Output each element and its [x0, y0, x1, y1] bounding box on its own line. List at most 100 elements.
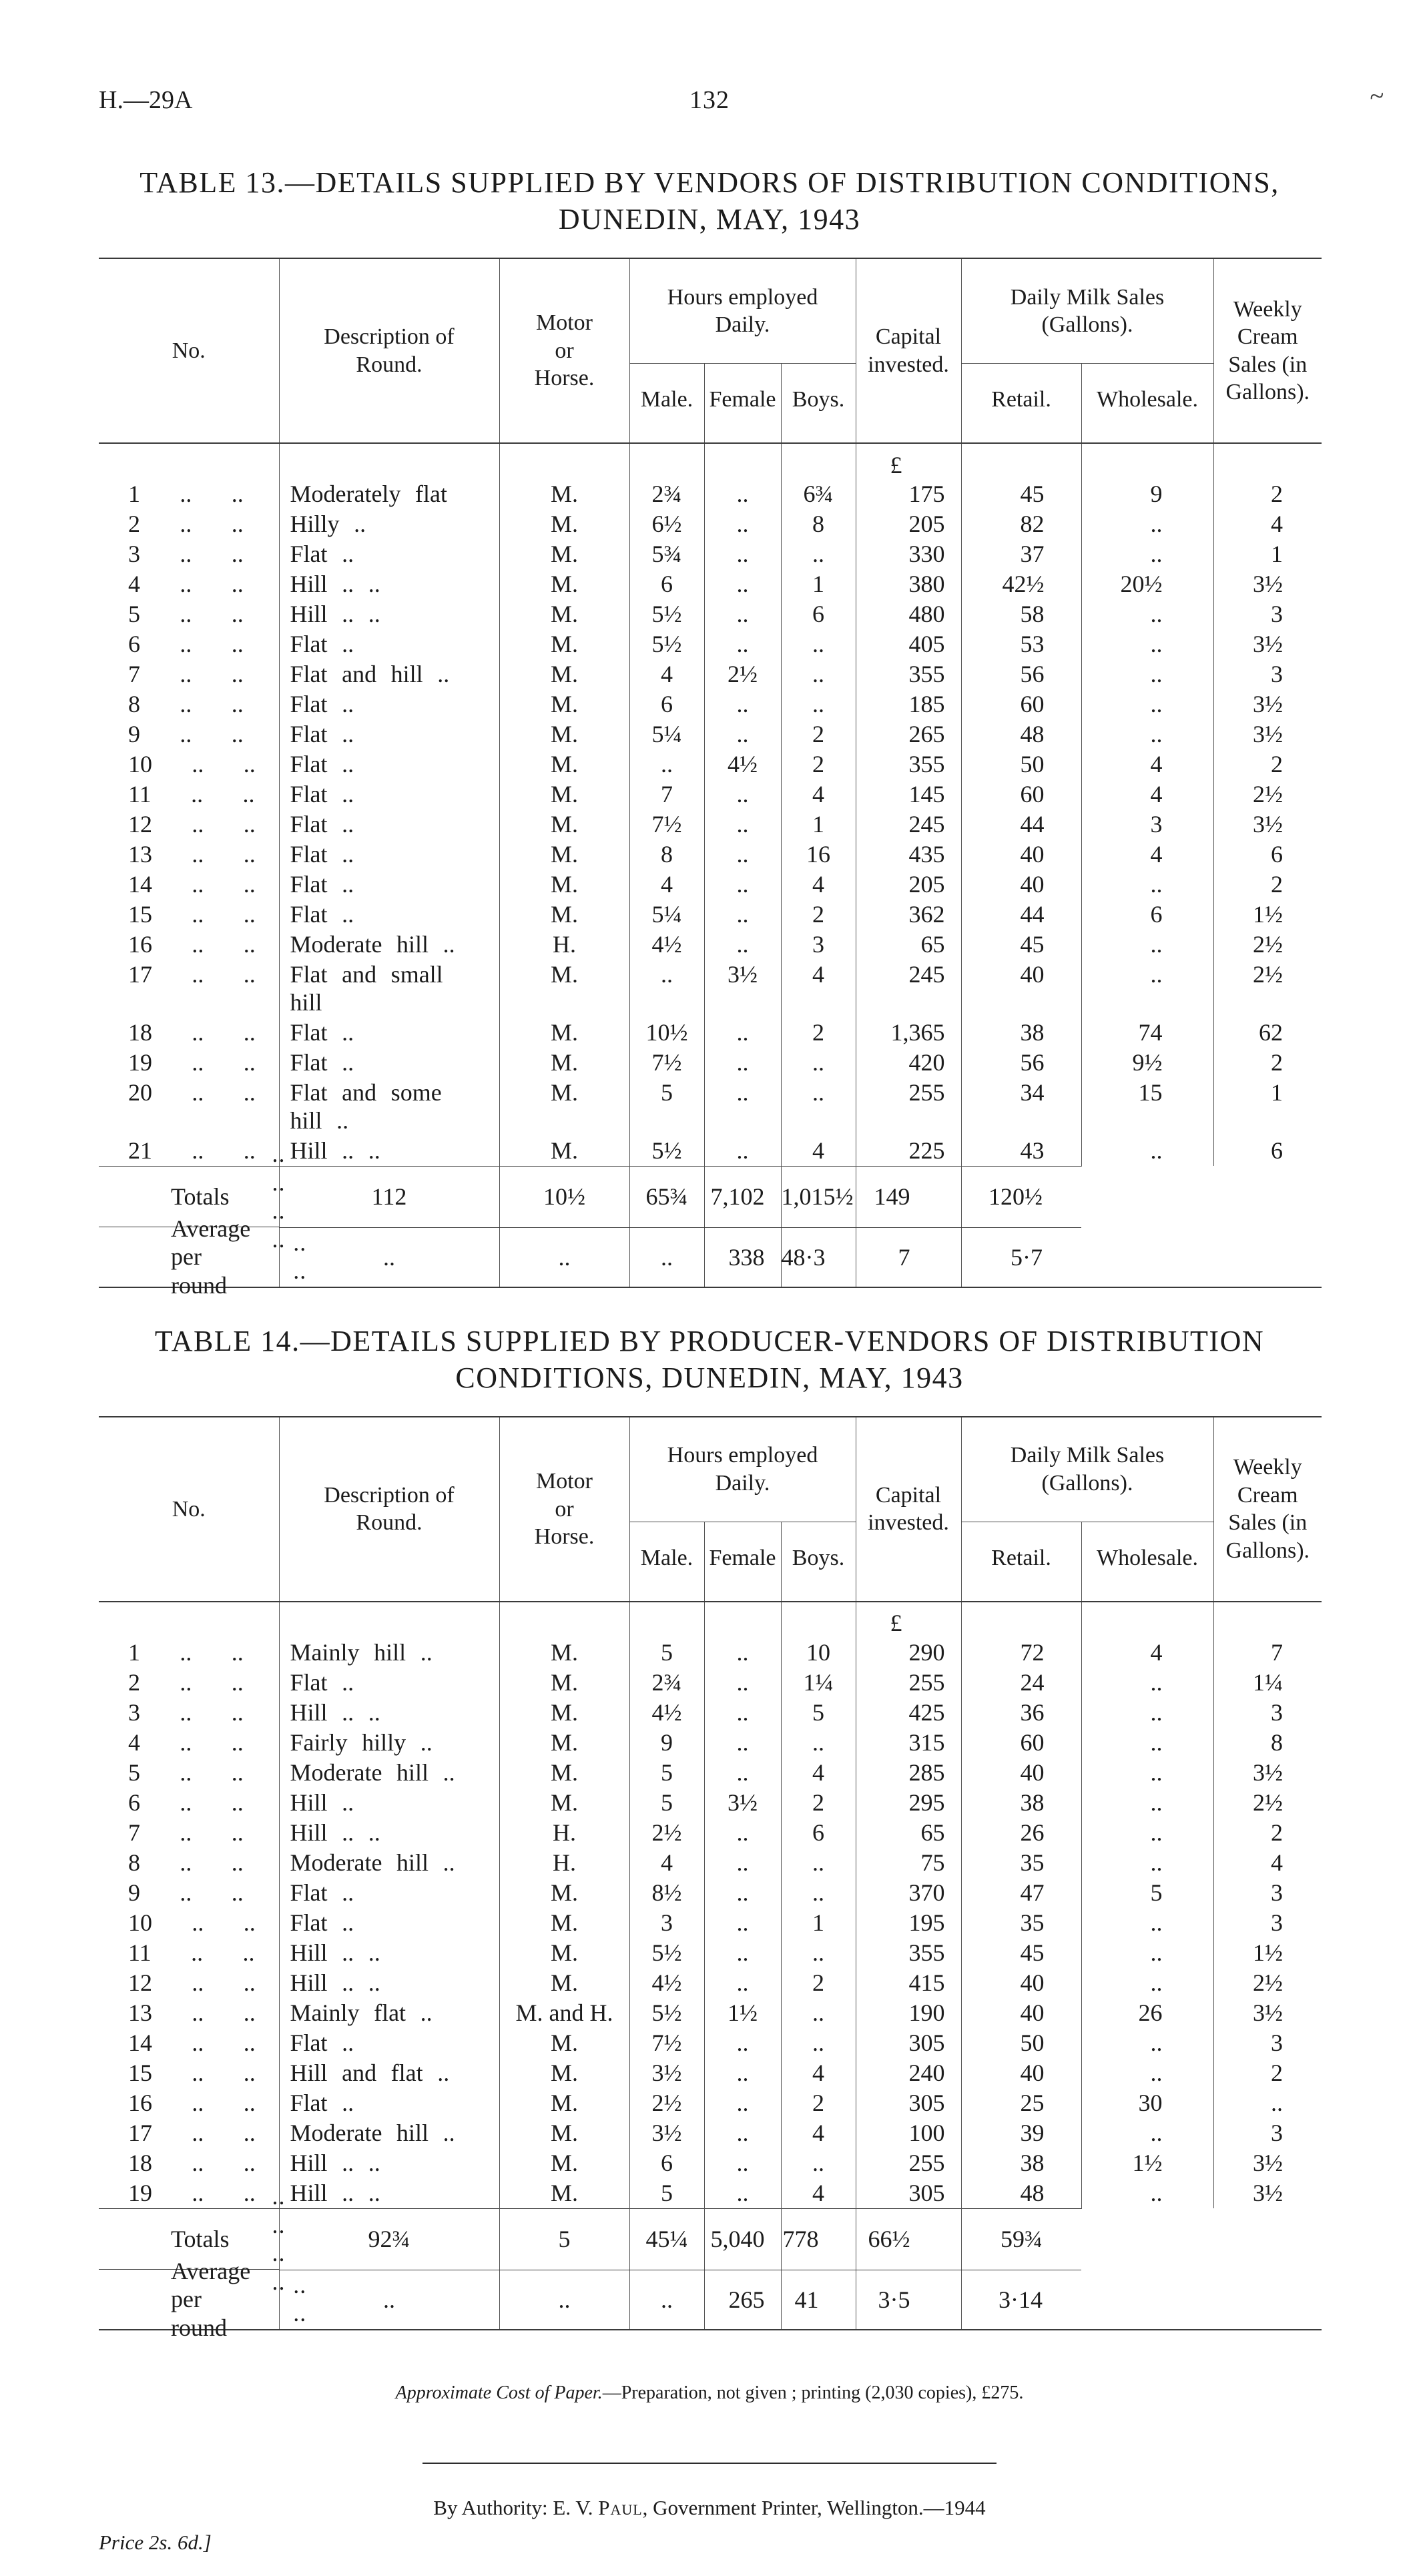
- wholesale-cell: ..: [1081, 2027, 1213, 2058]
- table-row: 17 .. .. Moderate hill .. M. 3½.. 4 100 39.. 3: [99, 2118, 1322, 2148]
- capital-cell: 265: [855, 719, 961, 749]
- capital-cell: 435: [855, 840, 961, 870]
- female-cell: 3½: [703, 960, 781, 1018]
- description-cell: Fairly hilly ..: [278, 1727, 499, 1758]
- capital-cell: 355: [855, 659, 961, 689]
- no-cell: 3 .. ..: [128, 1698, 244, 1726]
- motor-cell: [499, 443, 629, 479]
- retail-cell: 48: [960, 2178, 1081, 2209]
- weekly-cell: 7: [1213, 1637, 1322, 1668]
- weekly-cell: 1½: [1213, 1937, 1322, 1968]
- capital-cell: 65: [855, 930, 961, 960]
- cost-note-text: —Preparation, not given ; printing (2,03…: [602, 2382, 1024, 2403]
- pound-sign: £: [855, 1601, 961, 1638]
- capital-cell: 415: [855, 1967, 961, 1998]
- description-cell: Flat ..: [278, 2027, 499, 2058]
- wholesale-cell: ..: [1081, 870, 1213, 900]
- motor-cell: M.: [499, 1937, 629, 1968]
- female-cell: ..: [703, 1967, 781, 1998]
- table-row: 20 .. .. Flat and some hill .. M. 5.... 255 3…: [99, 1077, 1322, 1136]
- motor-cell: M.: [499, 659, 629, 689]
- col-header-capital: Capital invested.: [855, 258, 961, 443]
- capital-cell: 362: [855, 900, 961, 930]
- male-cell: ..: [278, 1227, 499, 1287]
- no-cell: 7 .. ..: [128, 1819, 244, 1846]
- no-cell: 2 .. ..: [128, 511, 244, 537]
- no-cell: 14 .. ..: [128, 871, 256, 898]
- retail-cell: 35: [960, 1847, 1081, 1878]
- boys-cell: ..: [780, 1937, 856, 1968]
- female-cell: 10½: [499, 1165, 629, 1228]
- motor-cell: M.: [499, 2057, 629, 2088]
- weekly-cell: 3½: [1213, 2148, 1322, 2178]
- female-cell: ..: [703, 1697, 781, 1728]
- motor-cell: M.: [499, 1667, 629, 1698]
- wholesale-cell: 26: [1081, 1997, 1213, 2028]
- retail-cell: 40: [960, 2057, 1081, 2088]
- description-cell: Mainly flat ..: [278, 1997, 499, 2028]
- weekly-cell: 3: [1213, 599, 1322, 629]
- boys-cell: 4: [780, 960, 856, 1018]
- weekly-cell: 1½: [1213, 900, 1322, 930]
- no-cell: 18 .. ..: [128, 1018, 256, 1046]
- boys-cell: 1: [780, 810, 856, 840]
- motor-cell: M.: [499, 1697, 629, 1728]
- table14-title-line2: CONDITIONS, DUNEDIN, MAY, 1943: [455, 1361, 964, 1394]
- wholesale-cell: ..: [1081, 1937, 1213, 1968]
- female-cell: 4½: [703, 749, 781, 779]
- table-row: 3 .. .. Hill .. .. M. 4½.. 5 425 36.. 3: [99, 1697, 1322, 1728]
- male-cell: 8½: [629, 1877, 704, 1908]
- totals-row-label: Totals.. .. .. ..: [99, 1141, 284, 1253]
- capital-cell: 65: [855, 1817, 961, 1848]
- female-cell: ..: [703, 2148, 781, 2178]
- boys-cell: 2: [780, 1017, 856, 1048]
- no-cell: 12 .. ..: [128, 811, 256, 838]
- description-cell: Moderate hill ..: [278, 2118, 499, 2148]
- boys-cell: 2: [780, 2087, 856, 2118]
- description-cell: Flat ..: [278, 779, 499, 810]
- wholesale-cell: ..: [1081, 539, 1213, 569]
- retail-cell: 48·3: [780, 1227, 856, 1287]
- col-header-sales-group: Daily Milk Sales (Gallons).: [960, 1416, 1213, 1522]
- table-row: 9 .. .. Flat .. M. 8½.... 370 47 5 3: [99, 1877, 1322, 1908]
- wholesale-cell: 1½: [1081, 2148, 1213, 2178]
- motor-cell: M.: [499, 1077, 629, 1136]
- wholesale-cell: 149: [855, 1165, 961, 1228]
- col-header-no: No.: [172, 338, 206, 363]
- female-cell: ..: [703, 1877, 781, 1908]
- wholesale-cell: 3: [1081, 810, 1213, 840]
- retail-cell: 45: [960, 479, 1081, 509]
- motor-cell: M.: [499, 1757, 629, 1788]
- col-header-retail: Retail.: [960, 1522, 1081, 1602]
- no-cell: 13 .. ..: [128, 841, 256, 868]
- description-cell: Flat ..: [278, 1877, 499, 1908]
- col-header-boys: Boys.: [780, 363, 856, 443]
- male-cell: 5: [629, 2178, 704, 2209]
- no-cell: 6 .. ..: [128, 631, 244, 657]
- retail-cell: 53: [960, 629, 1081, 659]
- female-cell: ..: [703, 870, 781, 900]
- no-cell: 10 .. ..: [128, 751, 256, 777]
- weekly-cell: 4: [1213, 509, 1322, 539]
- weekly-cell: 62: [1213, 1017, 1322, 1048]
- wholesale-cell: ..: [1081, 659, 1213, 689]
- table-row: 21 .. .. Hill .. .. M. 5½.. 4 225 43.. 6: [99, 1135, 1322, 1167]
- totals-row: Totals.. .. .. .. 112 10½ 65¾ 7,102 1,015½ 149…: [99, 1141, 1322, 1253]
- motor-cell: M.: [499, 2148, 629, 2178]
- capital-cell: 195: [855, 1907, 961, 1938]
- table-row: 19 .. .. Hill .. .. M. 5.. 4 305 48.. 3½: [99, 2178, 1322, 2209]
- no-cell: 20 .. ..: [128, 1078, 256, 1106]
- boys-cell: ..: [780, 1877, 856, 1908]
- description-cell: Flat and small hill: [278, 960, 499, 1018]
- motor-cell: M.: [499, 1907, 629, 1938]
- table-row: 3 .. .. Flat .. M. 5¾.... 330 37.. 1: [99, 539, 1322, 569]
- weekly-cell: 6: [1213, 840, 1322, 870]
- capital-cell: 305: [855, 2027, 961, 2058]
- boys-cell: 5: [780, 1697, 856, 1728]
- capital-cell: 425: [855, 1697, 961, 1728]
- table-row: 12 .. .. Hill .. .. M. 4½.. 2 415 40.. 2½: [99, 1967, 1322, 1998]
- retail-cell: 72: [960, 1637, 1081, 1668]
- description-cell: Flat ..: [278, 2087, 499, 2118]
- weekly-cell: 2½: [1213, 779, 1322, 810]
- col-header-female: Female: [703, 1522, 781, 1602]
